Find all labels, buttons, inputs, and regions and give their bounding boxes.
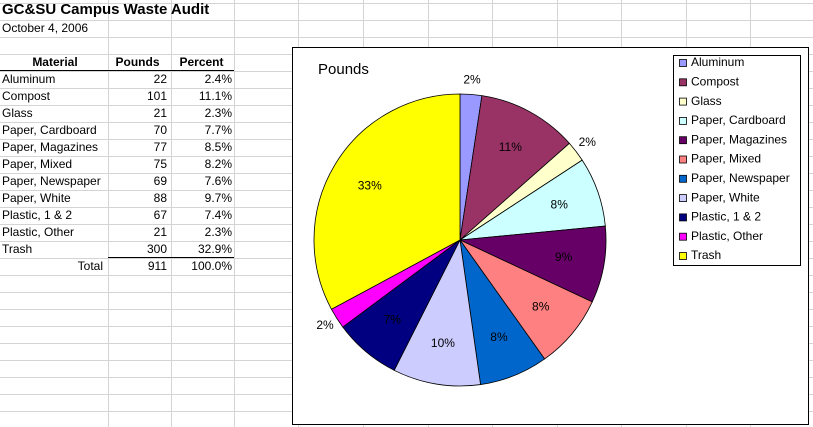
table-cell: Plastic, Other <box>2 225 75 239</box>
slice-label: 33% <box>358 178 382 192</box>
pie-slice <box>459 95 570 242</box>
slice-label: 11% <box>499 140 522 154</box>
table-cell: 70 <box>153 123 167 137</box>
table-cell: Trash <box>2 242 33 256</box>
table-cell: Glass <box>2 106 33 120</box>
total-cell: Total <box>77 259 103 273</box>
legend-swatch <box>679 97 687 106</box>
slice-label: 10% <box>431 336 455 350</box>
table-cell: Aluminum <box>2 72 56 86</box>
header-cell: Material <box>32 55 78 69</box>
table-cell: 2.3% <box>204 106 232 120</box>
slice-label: 9% <box>555 250 573 264</box>
table-cell: 7.4% <box>204 208 232 222</box>
rule <box>108 257 234 258</box>
legend-label: Plastic, 1 & 2 <box>691 210 761 224</box>
table-cell: 8.2% <box>204 157 232 171</box>
legend-label: Trash <box>691 248 721 262</box>
legend-label: Paper, Magazines <box>691 132 787 146</box>
slice-label: 2% <box>579 135 597 149</box>
table-cell: 77 <box>153 140 167 154</box>
table-cell: 101 <box>146 89 167 103</box>
legend-label: Paper, Cardboard <box>691 113 786 127</box>
legend-label: Paper, White <box>691 190 760 204</box>
legend-box <box>673 55 801 266</box>
legend-label: Plastic, Other <box>691 229 763 243</box>
legend-swatch <box>679 174 687 183</box>
pie-slice <box>313 93 461 310</box>
legend-swatch <box>679 59 687 67</box>
table-cell: 11.1% <box>198 89 232 103</box>
pie-slice <box>393 238 482 387</box>
rule <box>0 70 234 71</box>
legend-swatch <box>679 232 687 241</box>
column-line <box>171 0 172 427</box>
chart-title: Pounds <box>318 61 369 78</box>
table-cell: Paper, Cardboard <box>2 123 97 137</box>
slice-label: 2% <box>463 73 481 87</box>
table-cell: 75 <box>153 157 167 171</box>
total-cell: 100.0% <box>191 259 232 273</box>
column-line <box>234 0 235 427</box>
slice-label: 8% <box>532 300 550 314</box>
table-cell: Paper, Mixed <box>2 157 73 171</box>
table-cell: Plastic, 1 & 2 <box>2 208 73 222</box>
table-cell: 32.9% <box>197 242 232 256</box>
legend-swatch <box>679 213 687 222</box>
table-cell: Compost <box>2 89 51 103</box>
legend-label: Paper, Newspaper <box>691 171 790 185</box>
table-cell: 7.6% <box>204 174 232 188</box>
total-cell: 911 <box>147 259 167 273</box>
header-cell: Percent <box>179 55 224 69</box>
legend-label: Aluminum <box>691 55 744 69</box>
table-cell: 21 <box>153 106 167 120</box>
legend-swatch <box>679 117 687 125</box>
table-cell: 2.3% <box>204 225 232 239</box>
legend-swatch <box>679 155 687 164</box>
table-cell: 300 <box>146 242 167 256</box>
legend-label: Paper, Mixed <box>691 152 761 166</box>
legend-swatch <box>679 136 687 145</box>
table-cell: 21 <box>153 225 167 239</box>
table-cell: 8.5% <box>204 140 232 154</box>
legend-label: Compost <box>691 74 740 88</box>
legend-swatch <box>679 252 687 260</box>
sheet-date: October 4, 2006 <box>2 21 89 35</box>
header-cell: Pounds <box>115 55 160 69</box>
table-cell: 7.7% <box>204 123 232 137</box>
sheet-title: GC&SU Campus Waste Audit <box>2 1 210 18</box>
column-line <box>108 0 109 427</box>
table-cell: Paper, Magazines <box>2 140 99 154</box>
legend-label: Glass <box>691 94 722 108</box>
table-cell: 69 <box>153 174 167 188</box>
slice-label: 8% <box>551 197 569 211</box>
table-cell: Paper, Newspaper <box>2 174 101 188</box>
slice-label: 8% <box>490 330 508 344</box>
table-cell: Paper, White <box>2 191 71 205</box>
table-cell: 67 <box>153 208 167 222</box>
legend-swatch <box>679 78 687 87</box>
table-cell: 22 <box>153 72 167 86</box>
table-cell: 2.4% <box>204 72 232 86</box>
slice-label: 2% <box>316 318 334 332</box>
slice-label: 7% <box>384 313 402 327</box>
legend-swatch <box>679 194 687 203</box>
table-cell: 88 <box>153 191 167 205</box>
table-cell: 9.7% <box>204 191 232 205</box>
